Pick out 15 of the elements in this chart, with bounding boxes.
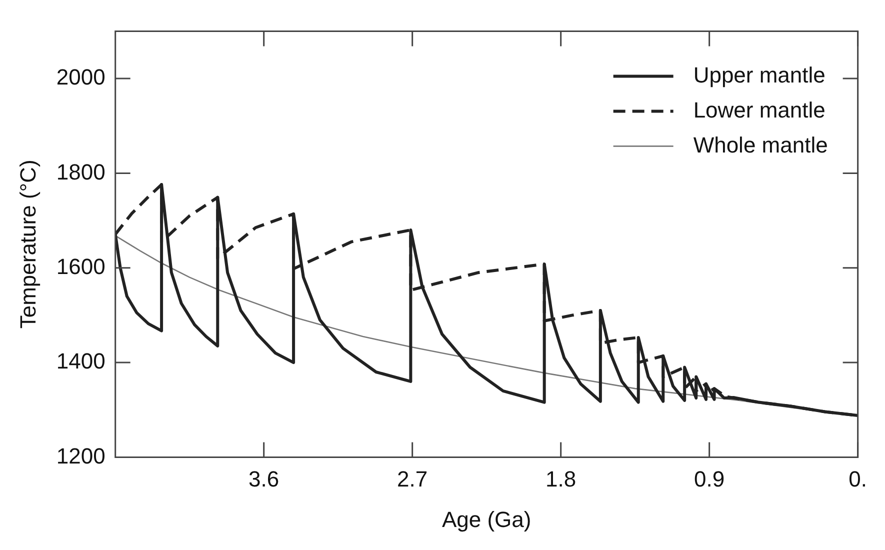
y-tick-label: 2000 xyxy=(56,64,106,90)
x-tick-label: 3.6 xyxy=(248,466,280,492)
x-axis-title: Age (Ga) xyxy=(442,506,532,532)
x-tick-label: 0. xyxy=(848,466,868,492)
y-tick-label: 1200 xyxy=(56,443,106,468)
x-tick-label: 2.7 xyxy=(397,466,428,492)
legend-label: Upper mantle xyxy=(693,62,826,88)
x-tick-label: 0.9 xyxy=(694,466,725,492)
legend-label: Whole mantle xyxy=(693,132,828,158)
y-tick-label: 1800 xyxy=(56,159,106,184)
y-tick-label: 1600 xyxy=(56,254,106,279)
x-tick-label: 1.8 xyxy=(546,466,576,492)
legend-label: Lower mantle xyxy=(693,97,826,122)
y-axis-title: Temperature (°C) xyxy=(15,160,40,329)
y-tick-label: 1400 xyxy=(56,348,106,374)
